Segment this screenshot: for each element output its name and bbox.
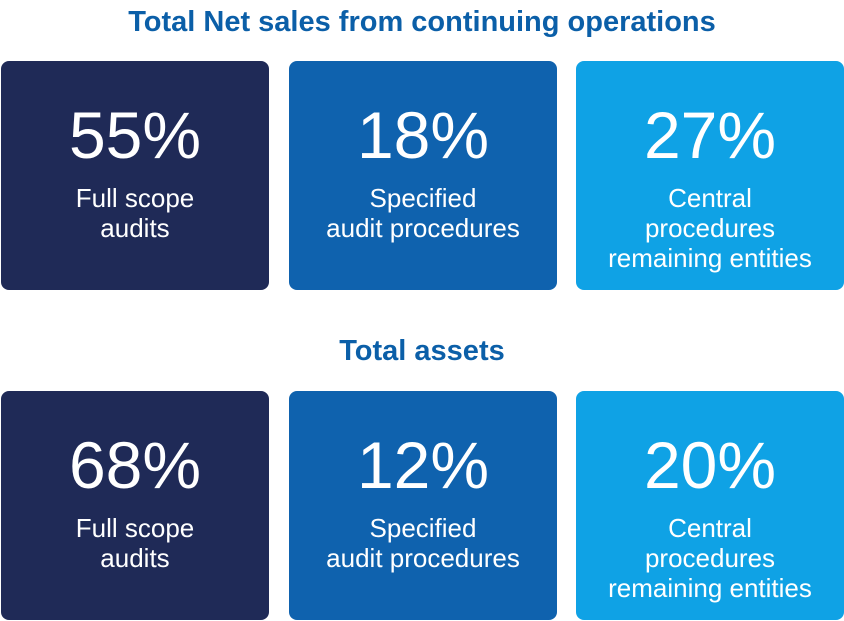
total-assets-central-label: Central procedures remaining entities	[608, 513, 812, 603]
total-assets-central-card: 20% Central procedures remaining entitie…	[576, 391, 844, 620]
total-assets-full-scope-label: Full scope audits	[75, 513, 195, 573]
total-assets-specified-percent: 12%	[356, 428, 490, 502]
net-sales-full-scope-percent: 55%	[68, 98, 202, 172]
total-assets-central-percent: 20%	[643, 428, 777, 502]
net-sales-central-label: Central procedures remaining entities	[608, 183, 812, 273]
total-assets-specified-card: 12% Specified audit procedures	[289, 391, 557, 620]
net-sales-specified-card: 18% Specified audit procedures	[289, 61, 557, 290]
net-sales-section-title: Total Net sales from continuing operatio…	[128, 6, 716, 38]
net-sales-full-scope-label: Full scope audits	[75, 183, 195, 243]
total-assets-section-title: Total assets	[339, 335, 505, 367]
net-sales-central-percent: 27%	[643, 98, 777, 172]
total-assets-specified-label: Specified audit procedures	[326, 513, 520, 573]
net-sales-central-card: 27% Central procedures remaining entitie…	[576, 61, 844, 290]
total-assets-full-scope-percent: 68%	[68, 428, 202, 502]
net-sales-specified-percent: 18%	[356, 98, 490, 172]
net-sales-full-scope-card: 55% Full scope audits	[1, 61, 269, 290]
net-sales-specified-label: Specified audit procedures	[326, 183, 520, 243]
total-assets-full-scope-card: 68% Full scope audits	[1, 391, 269, 620]
